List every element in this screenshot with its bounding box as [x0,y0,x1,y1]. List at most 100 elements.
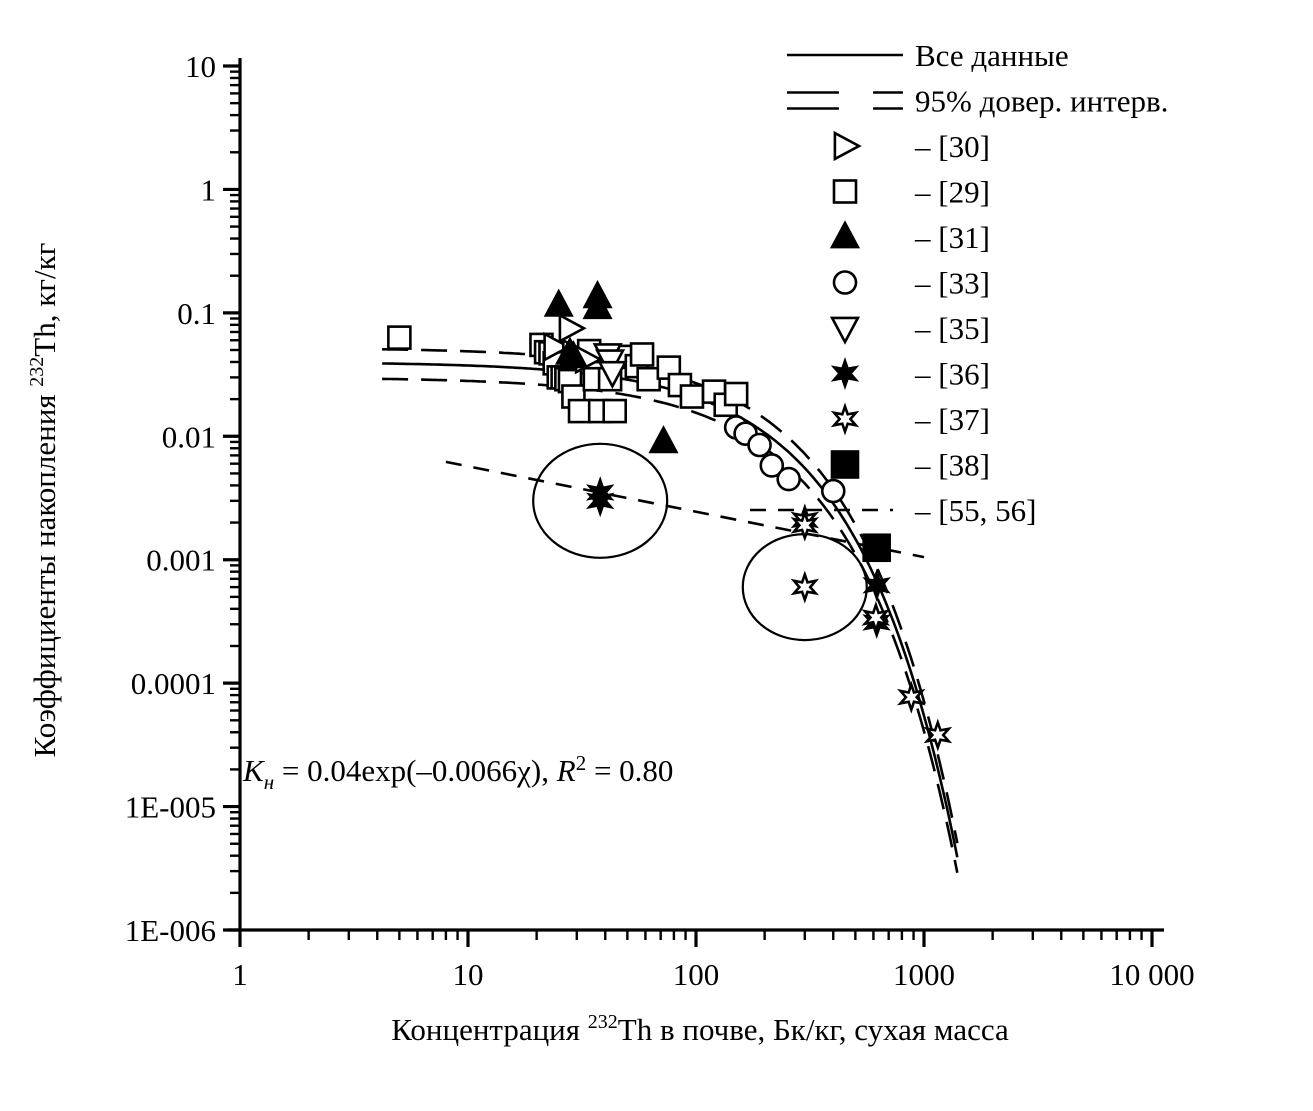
marker-square-open [629,342,655,367]
marker-circle-open [832,270,858,295]
marker-square-open [602,398,628,424]
marker-triangle-right-open [558,313,587,344]
y-axis-tick-labels: 10 1 0.1 0.01 0.001 0.0001 1E-005 1E-006 [125,49,216,948]
y-tick-label: 1E-005 [125,790,216,825]
legend-item-label: 95% довер. интерв. [915,84,1168,119]
x-axis-title-post: Th в почве, Бк/кг, сухая масса [618,1012,1009,1047]
legend-item-label: – [36] [914,357,990,392]
legend-item[interactable]: Все данные [787,38,1069,73]
reference-line-55-56 [445,460,925,559]
legend-item[interactable]: – [31] [829,220,990,255]
y-tick-label: 0.01 [162,419,216,454]
marker-star-open [830,402,860,436]
marker-square-open [387,325,412,350]
marker-star-open [861,600,891,634]
marker-square-open [723,381,749,407]
equation-k-sub: н [264,770,274,794]
legend-item[interactable]: – [33] [832,266,990,301]
y-axis-title: Коэффициенты накопления 232Th, кг/кг [26,243,62,758]
legend-item-label: – [31] [914,220,990,255]
y-tick-label: 0.1 [177,296,216,331]
y-tick-label: 1 [201,172,217,207]
y-axis-ticks [223,64,240,932]
legend-item[interactable]: 95% довер. интерв. [787,84,1168,119]
equation-mid: = 0.04exp(–0.0066χ), [274,753,557,788]
marker-square-open [636,366,661,392]
legend-item[interactable]: – [55, 56] [750,493,1036,528]
marker-square-filled [862,533,891,563]
x-tick-label: 1 [232,957,248,992]
marker-star-filled [862,568,891,602]
y-tick-label: 0.001 [146,543,216,578]
x-axis-title-sup: 232 [588,1011,618,1033]
legend-item[interactable]: – [37] [830,402,990,437]
series-35 [592,343,628,390]
equation-text: Kн = 0.04exp(–0.0066χ), R2 = 0.80 [242,751,673,794]
marker-square-open [567,398,593,424]
marker-triangle-down-open [829,316,861,345]
marker-square-filled [830,450,860,479]
legend-item[interactable]: – [30] [833,129,990,164]
y-tick-label: 1E-006 [125,913,216,948]
legend-item-label: – [33] [914,266,990,301]
series-37 [790,503,953,752]
equation-k: K [242,753,266,788]
reference-line-path [445,460,925,559]
marker-star-open [790,508,820,542]
legend-item-label: – [29] [914,175,990,210]
x-axis-title-pre: Концентрация [391,1012,588,1047]
marker-star-open [923,718,953,752]
x-tick-label: 10 [453,957,484,992]
axis-titles: Концентрация 232Th в почве, Бк/кг, сухая… [26,243,1009,1047]
marker-triangle-up-filled [648,425,679,454]
legend-item[interactable]: – [38] [830,448,990,483]
data-points [387,280,953,752]
legend-item-label: Все данные [915,38,1069,73]
highlight-ellipse [532,442,669,559]
y-axis-title-post: Th, кг/кг [27,243,62,357]
x-tick-label: 10 000 [1109,957,1194,992]
legend-item[interactable]: – [29] [832,175,990,210]
marker-triangle-down-open [597,360,628,390]
equation-r-sup: 2 [576,751,587,775]
y-axis-title-pre: Коэффициенты накопления [27,387,62,758]
equation-r-value: = 0.80 [586,753,673,788]
y-axis-title-sup: 232 [26,357,48,387]
x-axis-title: Концентрация 232Th в почве, Бк/кг, сухая… [391,1011,1009,1047]
marker-triangle-up-filled [543,288,574,317]
legend-item-label: – [35] [914,311,990,346]
x-tick-label: 1000 [893,957,955,992]
equation-annotation: Kн = 0.04exp(–0.0066χ), R2 = 0.80 [242,751,673,794]
x-axis-tick-labels: 1 10 100 1000 10 000 [232,957,1194,992]
series-38 [862,533,891,563]
y-tick-label: 10 [185,49,216,84]
marker-triangle-up-filled [558,340,589,369]
marker-square-open [679,384,705,409]
x-axis-ticks [238,930,1154,947]
legend-item-label: – [37] [914,402,990,437]
equation-r: R [556,753,576,788]
legend-item-label: – [55, 56] [914,493,1036,528]
marker-star-filled [830,357,860,390]
series-33 [723,415,846,504]
legend-item-label: – [30] [914,129,990,164]
marker-circle-open [776,466,801,492]
y-tick-label: 0.0001 [131,666,216,701]
legend-item[interactable]: – [36] [830,357,990,392]
series-31 [543,280,679,454]
marker-triangle-right-open [543,331,572,362]
marker-star-open [790,570,820,604]
legend-item-label: – [38] [914,448,990,483]
marker-triangle-up-filled [829,220,861,249]
marker-star-filled [585,484,615,518]
x-tick-label: 100 [673,957,720,992]
legend: Все данные 95% довер. интерв. – [30] – [29]… [750,38,1168,528]
legend-item[interactable]: – [35] [829,311,990,346]
marker-square-open [832,179,858,204]
marker-star-open [897,680,926,714]
marker-triangle-right-open [833,130,862,162]
marker-triangle-up-filled [582,290,613,320]
